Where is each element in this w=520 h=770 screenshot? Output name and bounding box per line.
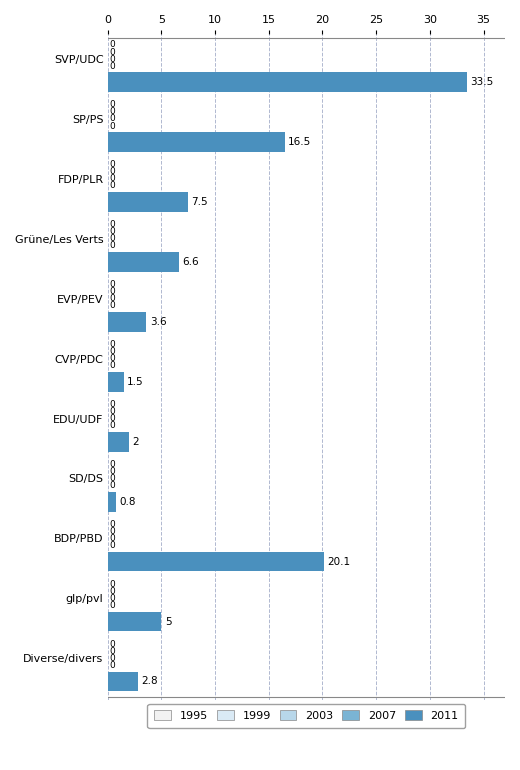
Text: 0: 0 bbox=[109, 460, 115, 469]
Text: 5: 5 bbox=[165, 617, 171, 627]
Bar bbox=[108, 611, 162, 631]
Text: 0: 0 bbox=[109, 407, 115, 416]
Text: 0: 0 bbox=[109, 354, 115, 363]
Text: 0: 0 bbox=[109, 160, 115, 169]
Text: 0: 0 bbox=[109, 640, 115, 648]
Text: 20.1: 20.1 bbox=[327, 557, 350, 567]
Legend: 1995, 1999, 2003, 2007, 2011: 1995, 1999, 2003, 2007, 2011 bbox=[148, 704, 465, 728]
Text: 0: 0 bbox=[109, 654, 115, 663]
Text: 0: 0 bbox=[109, 541, 115, 550]
Text: 0: 0 bbox=[109, 587, 115, 596]
Text: 0: 0 bbox=[109, 301, 115, 310]
Text: 0: 0 bbox=[109, 174, 115, 183]
Text: 0: 0 bbox=[109, 294, 115, 303]
Text: 0: 0 bbox=[109, 241, 115, 250]
Text: 0: 0 bbox=[109, 594, 115, 603]
Text: 0: 0 bbox=[109, 122, 115, 130]
Bar bbox=[108, 372, 124, 392]
Bar bbox=[108, 192, 188, 212]
Text: 0: 0 bbox=[109, 520, 115, 529]
Text: 0: 0 bbox=[109, 534, 115, 543]
Text: 0: 0 bbox=[109, 361, 115, 370]
Text: 0: 0 bbox=[109, 580, 115, 588]
Text: 0: 0 bbox=[109, 107, 115, 116]
Text: 1.5: 1.5 bbox=[127, 377, 144, 387]
Text: 0: 0 bbox=[109, 227, 115, 236]
Bar bbox=[108, 132, 285, 152]
Bar bbox=[108, 552, 323, 571]
Text: 0: 0 bbox=[109, 62, 115, 71]
Text: 6.6: 6.6 bbox=[182, 257, 199, 267]
Text: 0: 0 bbox=[109, 400, 115, 409]
Text: 0: 0 bbox=[109, 467, 115, 476]
Text: 0: 0 bbox=[109, 100, 115, 109]
Text: 7.5: 7.5 bbox=[191, 197, 208, 207]
Text: 0: 0 bbox=[109, 167, 115, 176]
Bar bbox=[108, 492, 116, 511]
Text: 16.5: 16.5 bbox=[288, 137, 311, 147]
Text: 0: 0 bbox=[109, 647, 115, 655]
Bar bbox=[108, 72, 467, 92]
Text: 2.8: 2.8 bbox=[141, 676, 158, 686]
Text: 0: 0 bbox=[109, 421, 115, 430]
Text: 0: 0 bbox=[109, 115, 115, 123]
Text: 33.5: 33.5 bbox=[471, 77, 494, 87]
Bar bbox=[108, 432, 129, 452]
Bar bbox=[108, 253, 179, 272]
Text: 3.6: 3.6 bbox=[150, 317, 166, 327]
Text: 2: 2 bbox=[133, 437, 139, 447]
Text: 0: 0 bbox=[109, 340, 115, 349]
Bar bbox=[108, 312, 147, 332]
Text: 0: 0 bbox=[109, 601, 115, 610]
Bar bbox=[108, 671, 138, 691]
Text: 0: 0 bbox=[109, 48, 115, 56]
Text: 0: 0 bbox=[109, 55, 115, 64]
Text: 0: 0 bbox=[109, 287, 115, 296]
Text: 0: 0 bbox=[109, 182, 115, 190]
Text: 0: 0 bbox=[109, 481, 115, 490]
Text: 0: 0 bbox=[109, 347, 115, 356]
Text: 0.8: 0.8 bbox=[120, 497, 136, 507]
Text: 0: 0 bbox=[109, 414, 115, 423]
Text: 0: 0 bbox=[109, 220, 115, 229]
Text: 0: 0 bbox=[109, 234, 115, 243]
Text: 0: 0 bbox=[109, 280, 115, 289]
Text: 0: 0 bbox=[109, 661, 115, 670]
Text: 0: 0 bbox=[109, 527, 115, 536]
Text: 0: 0 bbox=[109, 474, 115, 483]
Text: 0: 0 bbox=[109, 41, 115, 49]
